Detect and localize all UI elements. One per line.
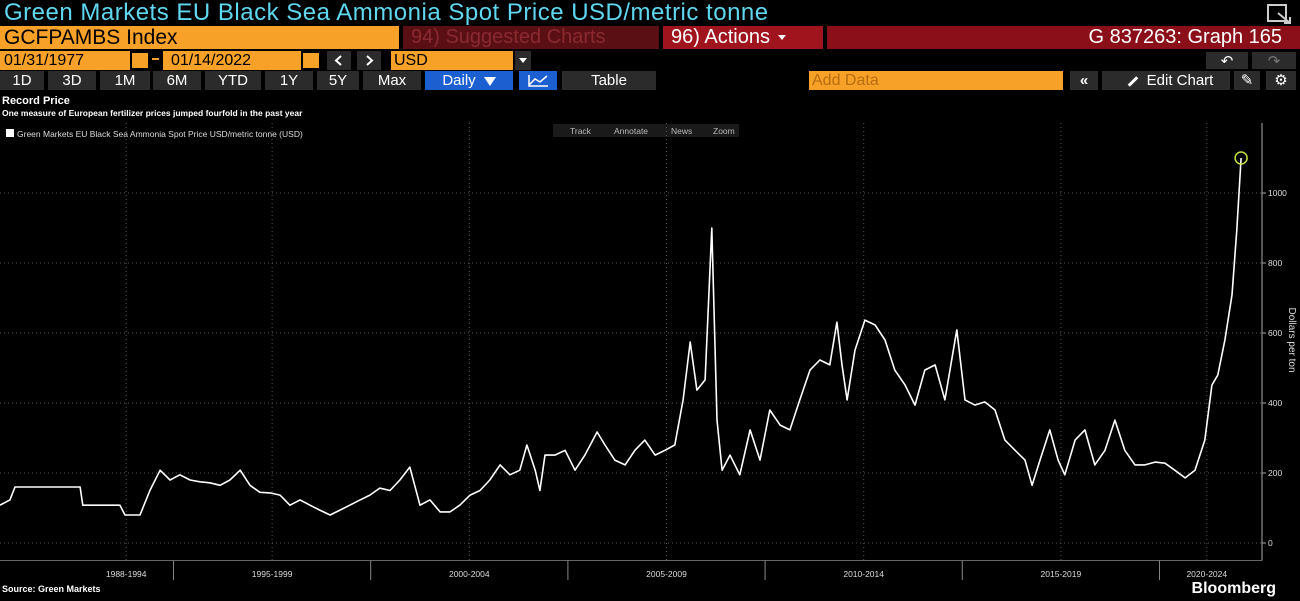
suggested-charts-button[interactable]: 94) Suggested Charts bbox=[403, 26, 659, 49]
tool-button[interactable]: Annotate bbox=[614, 126, 648, 136]
dropdown-arrow bbox=[777, 35, 786, 41]
window-icon[interactable] bbox=[1266, 3, 1294, 25]
x-tick-label: 1988-1994 bbox=[106, 569, 147, 579]
frequency-button[interactable]: Daily bbox=[425, 71, 513, 90]
date-separator bbox=[152, 58, 159, 60]
series-line bbox=[0, 157, 1242, 516]
table-button[interactable]: Table bbox=[562, 71, 656, 90]
frequency-label: Daily bbox=[442, 72, 476, 89]
y-tick-label: 1000 bbox=[1268, 188, 1287, 198]
graph-id: G 837263: Graph 165 bbox=[827, 26, 1300, 49]
period-button[interactable]: 6M bbox=[153, 71, 201, 90]
x-tick-label: 2010-2014 bbox=[843, 569, 884, 579]
x-tick-label: 2020-2024 bbox=[1186, 569, 1227, 579]
brand: Bloomberg bbox=[1192, 580, 1276, 597]
source-note: Source: Green Markets bbox=[2, 584, 101, 594]
last-value-marker bbox=[1234, 151, 1248, 165]
period-button[interactable]: YTD bbox=[205, 71, 261, 90]
tool-button[interactable]: News bbox=[671, 126, 692, 136]
end-date-input[interactable]: 01/14/2022 bbox=[163, 51, 301, 70]
actions-label: 96) Actions bbox=[671, 26, 770, 48]
period-button[interactable]: Max bbox=[363, 71, 421, 90]
edit-chart-button[interactable]: Edit Chart bbox=[1102, 71, 1230, 90]
y-tick-label: 400 bbox=[1268, 398, 1282, 408]
tool-button[interactable]: Track bbox=[570, 126, 592, 136]
chart-subtitle: One measure of European fertilizer price… bbox=[2, 108, 303, 118]
actions-button[interactable]: 96) Actions bbox=[663, 26, 823, 49]
tools-bar bbox=[553, 124, 739, 137]
currency-dropdown[interactable] bbox=[515, 51, 531, 70]
x-tick-label: 2005-2009 bbox=[646, 569, 687, 579]
period-button[interactable]: 3D bbox=[48, 71, 96, 90]
window-title: Green Markets EU Black Sea Ammonia Spot … bbox=[4, 0, 769, 26]
x-tick-label: 2000-2004 bbox=[449, 569, 490, 579]
start-date-input[interactable]: 01/31/1977 bbox=[0, 51, 130, 70]
y-axis-label: Dollars per ton bbox=[1286, 307, 1297, 372]
period-button[interactable]: 1D bbox=[0, 71, 44, 90]
y-tick-label: 200 bbox=[1268, 468, 1282, 478]
y-tick-label: 0 bbox=[1268, 538, 1273, 548]
edit-chart-label: Edit Chart bbox=[1146, 72, 1214, 89]
period-button[interactable]: 1M bbox=[100, 71, 150, 90]
redo-button[interactable]: ↷ bbox=[1252, 52, 1296, 69]
x-tick-label: 2015-2019 bbox=[1041, 569, 1082, 579]
dropdown-arrow bbox=[483, 76, 496, 86]
y-tick-label: 600 bbox=[1268, 328, 1282, 338]
ticker-input[interactable]: GCFPAMBS Index bbox=[0, 26, 399, 49]
chart-title: Record Price bbox=[2, 95, 70, 107]
chart: Record Price One measure of European fer… bbox=[0, 95, 1297, 597]
legend-swatch[interactable] bbox=[6, 129, 14, 137]
x-tick-label: 1995-1999 bbox=[252, 569, 293, 579]
collapse-button[interactable]: « bbox=[1070, 71, 1098, 90]
settings-button[interactable]: ✎ bbox=[1234, 71, 1260, 90]
legend-entry[interactable]: Green Markets EU Black Sea Ammonia Spot … bbox=[17, 129, 303, 139]
calendar-icon[interactable] bbox=[303, 53, 319, 68]
currency-input[interactable]: USD bbox=[391, 51, 513, 70]
tool-button[interactable]: Zoom bbox=[713, 126, 735, 136]
y-tick-label: 800 bbox=[1268, 258, 1282, 268]
undo-button[interactable]: ↶ bbox=[1206, 52, 1248, 69]
period-button[interactable]: 5Y bbox=[317, 71, 359, 90]
gear-button[interactable]: ⚙ bbox=[1266, 71, 1296, 90]
period-button[interactable]: 1Y bbox=[265, 71, 313, 90]
calendar-icon[interactable] bbox=[132, 53, 148, 68]
chart-view-button[interactable] bbox=[519, 71, 557, 90]
add-data-input[interactable]: Add Data bbox=[809, 71, 1063, 90]
range-arrows[interactable] bbox=[327, 51, 383, 70]
